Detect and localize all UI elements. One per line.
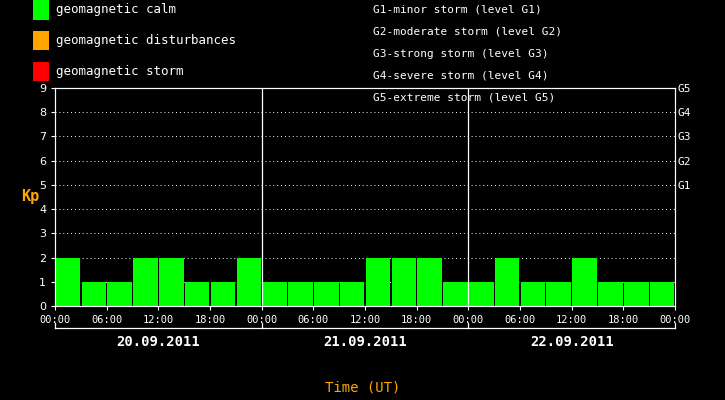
Bar bbox=[598, 282, 623, 306]
Bar bbox=[676, 258, 700, 306]
Bar bbox=[495, 258, 519, 306]
Text: geomagnetic storm: geomagnetic storm bbox=[56, 65, 183, 78]
Text: 21.09.2011: 21.09.2011 bbox=[323, 335, 407, 349]
Text: 20.09.2011: 20.09.2011 bbox=[117, 335, 200, 349]
Bar bbox=[365, 258, 390, 306]
Bar bbox=[185, 282, 210, 306]
Text: G4-severe storm (level G4): G4-severe storm (level G4) bbox=[373, 71, 549, 81]
Bar bbox=[521, 282, 545, 306]
Bar bbox=[314, 282, 339, 306]
Bar bbox=[547, 282, 571, 306]
Bar bbox=[159, 258, 183, 306]
Bar bbox=[443, 282, 468, 306]
Bar bbox=[262, 282, 287, 306]
Text: 22.09.2011: 22.09.2011 bbox=[530, 335, 613, 349]
Bar bbox=[211, 282, 235, 306]
Bar bbox=[340, 282, 365, 306]
Bar bbox=[107, 282, 132, 306]
Text: geomagnetic disturbances: geomagnetic disturbances bbox=[56, 34, 236, 47]
Bar bbox=[572, 258, 597, 306]
Y-axis label: Kp: Kp bbox=[22, 190, 40, 204]
Bar bbox=[469, 282, 494, 306]
Text: G2-moderate storm (level G2): G2-moderate storm (level G2) bbox=[373, 27, 563, 37]
Bar bbox=[624, 282, 648, 306]
Text: G1-minor storm (level G1): G1-minor storm (level G1) bbox=[373, 5, 542, 15]
Bar bbox=[289, 282, 312, 306]
Text: geomagnetic calm: geomagnetic calm bbox=[56, 4, 176, 16]
Bar bbox=[82, 282, 106, 306]
Text: G5-extreme storm (level G5): G5-extreme storm (level G5) bbox=[373, 93, 555, 103]
Bar bbox=[392, 258, 416, 306]
Bar bbox=[650, 282, 674, 306]
Bar bbox=[56, 258, 80, 306]
Bar bbox=[418, 258, 442, 306]
Text: Time (UT): Time (UT) bbox=[325, 381, 400, 395]
Bar bbox=[262, 282, 287, 306]
Bar bbox=[236, 258, 261, 306]
Text: G3-strong storm (level G3): G3-strong storm (level G3) bbox=[373, 49, 549, 59]
Bar bbox=[133, 258, 158, 306]
